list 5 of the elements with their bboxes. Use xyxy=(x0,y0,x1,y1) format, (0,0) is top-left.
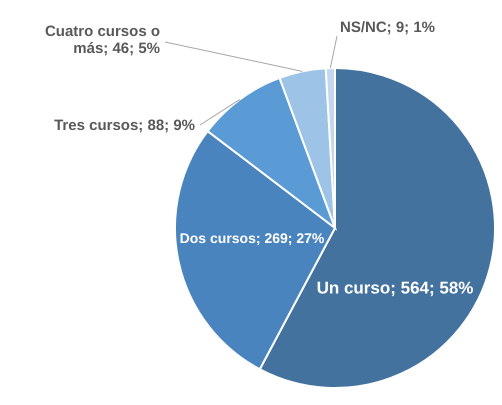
slice-label: Cuatro cursos o más; 46; 5% xyxy=(44,23,160,57)
slice-label: Tres cursos; 88; 9% xyxy=(54,117,195,134)
slice-label: Dos cursos; 269; 27% xyxy=(180,230,325,246)
slice-label: NS/NC; 9; 1% xyxy=(340,19,436,36)
slice-label: Un curso; 564; 58% xyxy=(316,278,474,298)
